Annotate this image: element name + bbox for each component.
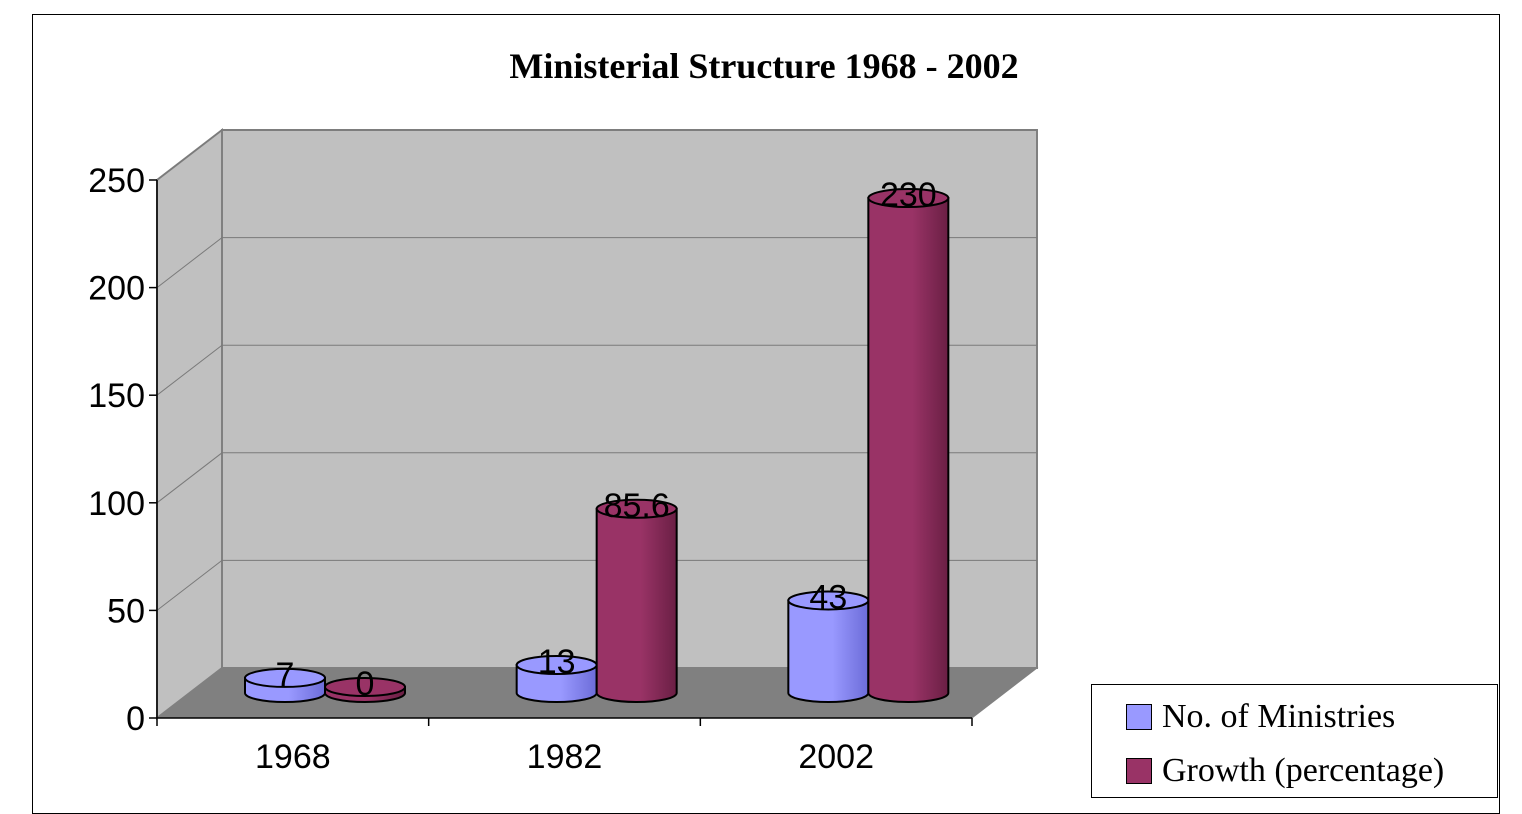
bar xyxy=(595,498,678,703)
chart-title: Ministerial Structure 1968 - 2002 xyxy=(509,46,1018,86)
data-label: 7 xyxy=(276,656,295,694)
axes: 0 50 100 150 200 250 1968 1982 2002 xyxy=(88,162,973,776)
bars xyxy=(244,188,950,703)
gridline xyxy=(156,129,1037,181)
legend-item-ministries: No. of Ministries xyxy=(1126,697,1395,737)
side-wall xyxy=(156,127,223,721)
bar-top xyxy=(595,498,678,519)
bar-body xyxy=(867,197,950,703)
data-label: 230 xyxy=(880,176,937,214)
y-tick-label: 0 xyxy=(126,700,145,738)
bar xyxy=(787,590,870,703)
y-tick-label: 50 xyxy=(107,592,145,630)
data-labels: 7 0 13 85.6 43 230 xyxy=(276,176,937,703)
legend-label-growth: Growth (percentage) xyxy=(1162,752,1445,789)
legend-label-ministries: No. of Ministries xyxy=(1162,698,1396,735)
bar-body xyxy=(787,599,870,703)
data-label: 13 xyxy=(538,643,576,681)
gridline xyxy=(156,344,1037,396)
bar xyxy=(324,677,406,703)
bar-top xyxy=(867,188,950,209)
data-label: 0 xyxy=(356,665,375,703)
bar-top xyxy=(324,677,406,697)
legend-item-growth: Growth (percentage) xyxy=(1126,751,1444,791)
gridline xyxy=(156,237,1037,288)
gridline xyxy=(156,452,1037,504)
y-tick-label: 150 xyxy=(88,377,145,415)
y-tick-label: 250 xyxy=(88,162,145,200)
bar xyxy=(515,655,598,703)
bar-body xyxy=(515,664,598,703)
x-tick-label: 1982 xyxy=(527,738,603,776)
legend-swatch-growth xyxy=(1126,758,1152,784)
bar xyxy=(867,188,950,703)
gridlines xyxy=(156,129,1037,611)
data-label: 43 xyxy=(809,578,847,616)
y-tick-label: 100 xyxy=(88,485,145,523)
y-tick-label: 200 xyxy=(88,270,145,308)
bar-body xyxy=(595,507,678,703)
bar-top xyxy=(244,667,326,688)
legend: No. of Ministries Growth (percentage) xyxy=(1091,684,1498,798)
legend-swatch-ministries xyxy=(1126,704,1152,730)
x-tick-label: 2002 xyxy=(798,738,874,776)
data-label: 85.6 xyxy=(604,487,670,525)
x-tick-label: 1968 xyxy=(255,738,331,776)
bar xyxy=(244,667,326,703)
gridline xyxy=(156,559,1037,611)
